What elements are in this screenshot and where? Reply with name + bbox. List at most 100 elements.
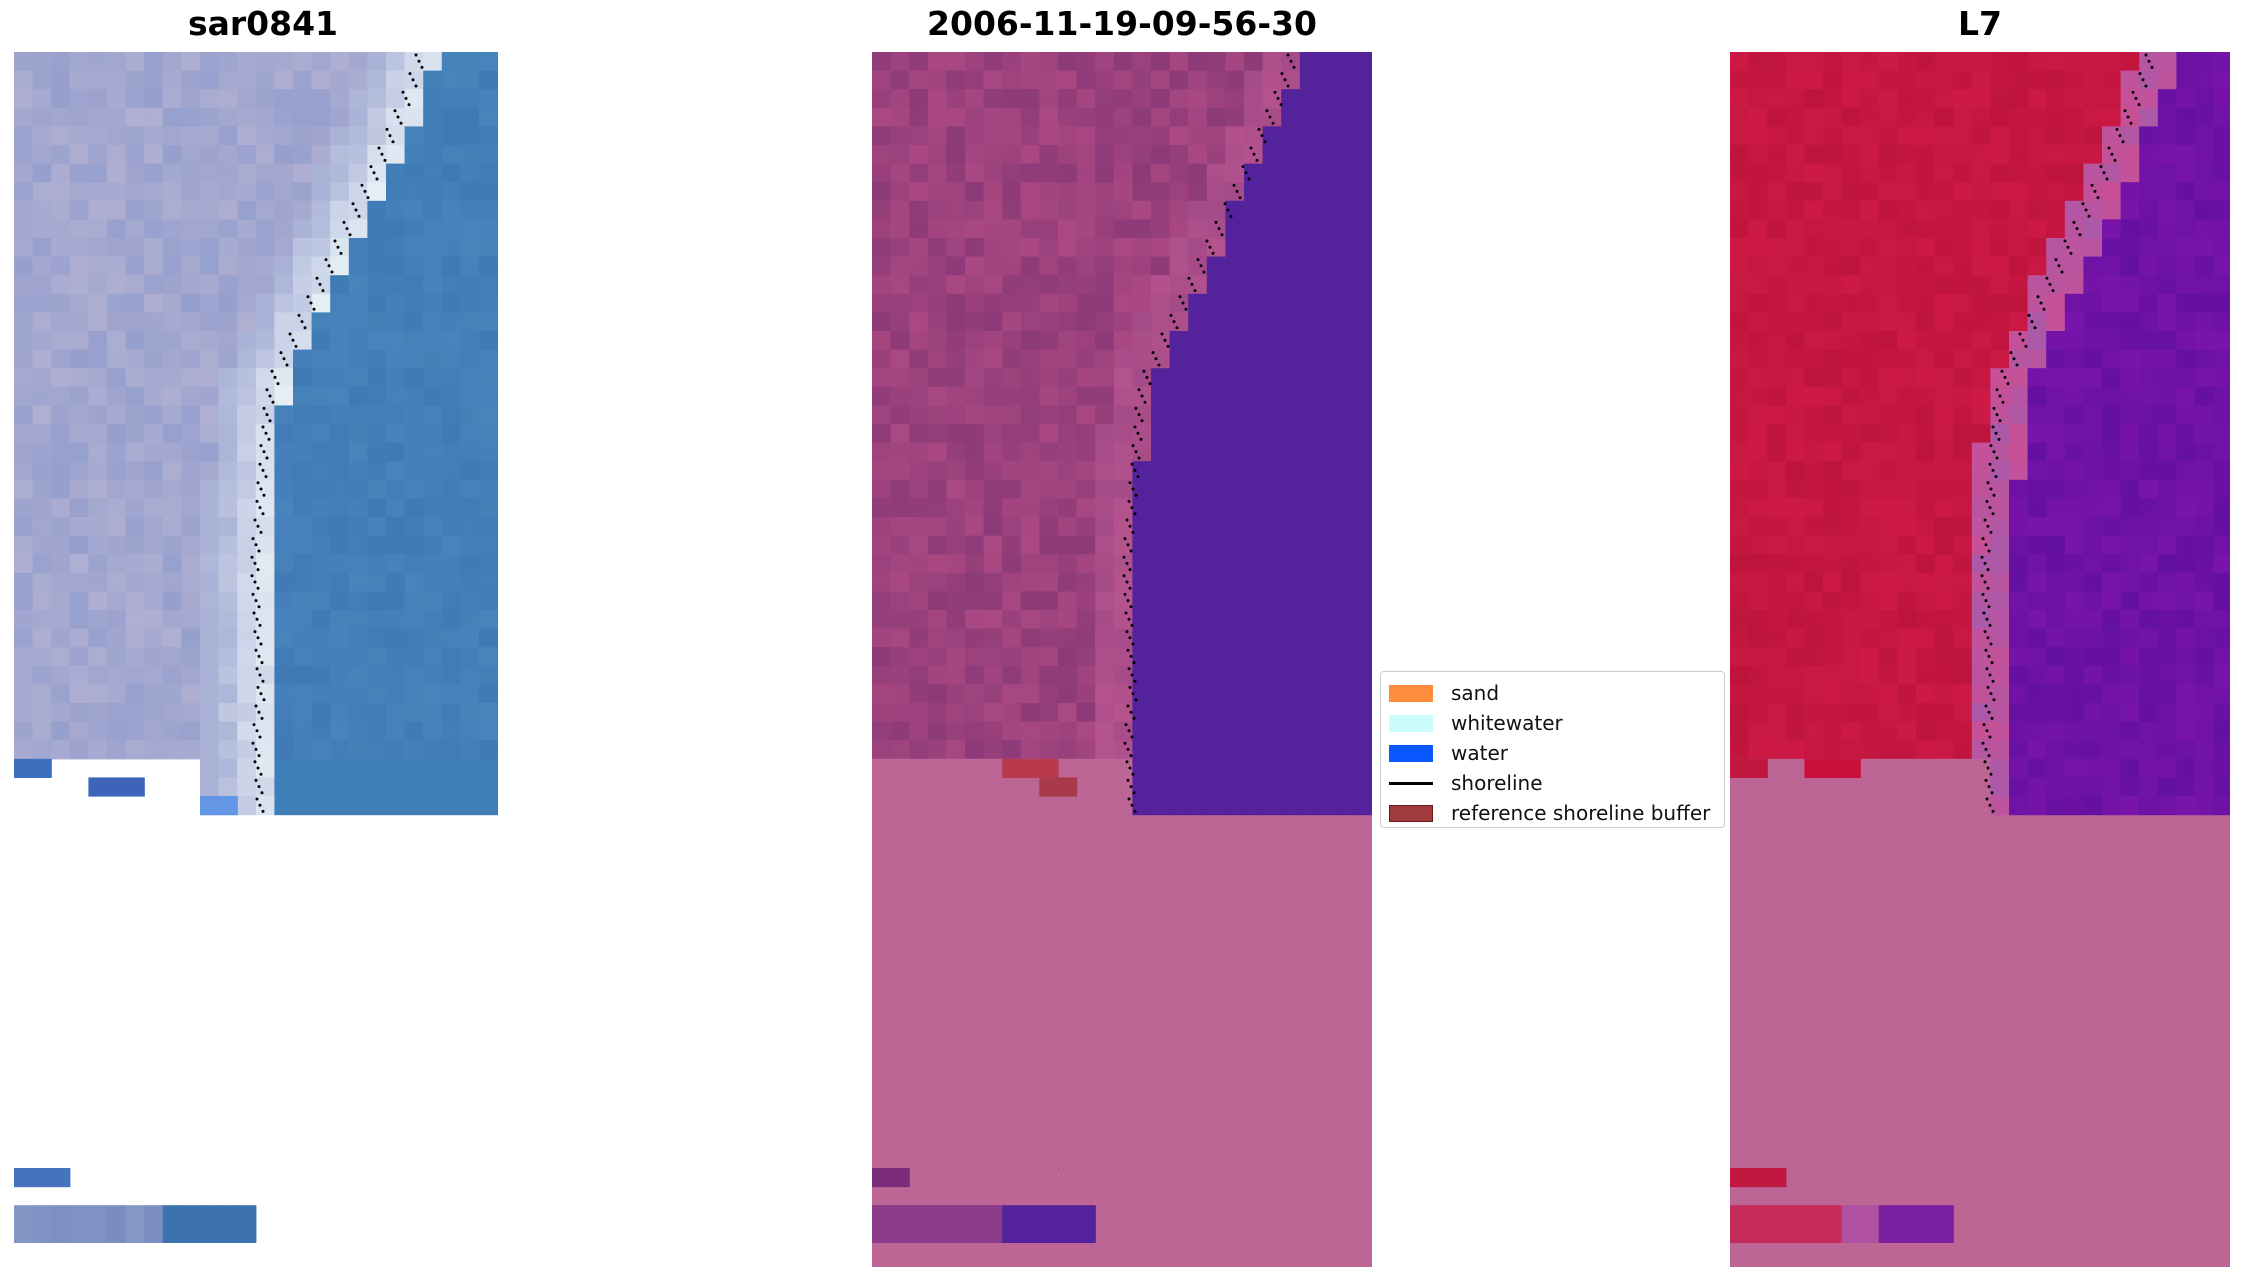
shoreline-point [250, 555, 254, 559]
shoreline-point [1982, 723, 1986, 727]
shoreline-point [1988, 623, 1992, 627]
shoreline-point [2129, 121, 2133, 125]
shoreline-point [2147, 59, 2151, 63]
shoreline-point [2054, 258, 2058, 262]
shoreline-point [333, 239, 337, 243]
shoreline-point [408, 72, 412, 76]
shoreline-point [265, 388, 269, 392]
shoreline-point [257, 710, 261, 714]
shoreline-point [2021, 338, 2025, 342]
shoreline-point [417, 59, 421, 63]
shoreline-point [1273, 90, 1277, 94]
shoreline-point [2048, 282, 2052, 286]
shoreline-point [251, 592, 255, 596]
shoreline-point [2118, 134, 2122, 138]
shoreline-point [1130, 735, 1134, 739]
shoreline-point [1122, 555, 1126, 559]
panel-title-rgb: sar0841 [187, 4, 339, 43]
shoreline-point [1130, 803, 1134, 807]
shoreline-point [256, 685, 260, 689]
shoreline-point [1126, 543, 1130, 547]
shoreline-point [1129, 605, 1133, 609]
shoreline-point [1289, 59, 1293, 63]
shoreline-point [2110, 152, 2114, 156]
shoreline-point [273, 375, 277, 379]
shoreline-point [259, 692, 263, 696]
shoreline-point [262, 450, 266, 454]
shoreline-point [1184, 307, 1188, 311]
legend-item-sand: sand [1389, 678, 1716, 708]
shoreline-point [2060, 270, 2064, 274]
shoreline-point [2141, 78, 2145, 82]
shoreline-point [265, 413, 269, 417]
shoreline-point [1131, 692, 1135, 696]
shoreline-point [256, 636, 260, 640]
shoreline-point [268, 394, 272, 398]
shoreline-point [2033, 326, 2037, 330]
rgb-image-panel [14, 52, 498, 1264]
legend-item-water: water [1389, 738, 1716, 768]
shoreline-point [1989, 692, 1993, 696]
panel-title-classified: 2006-11-19-09-56-30 [927, 4, 1317, 43]
shoreline-point [324, 258, 328, 262]
shoreline-point [1133, 425, 1137, 429]
shoreline-point [257, 754, 261, 758]
shoreline-point [1989, 530, 1993, 534]
shoreline-point [1126, 778, 1130, 782]
shoreline-point [1981, 741, 1985, 745]
shoreline-point [262, 406, 266, 410]
shoreline-point [1279, 103, 1283, 107]
shoreline-point [254, 747, 258, 751]
shoreline-point [2051, 289, 2055, 293]
shoreline-point [1997, 437, 2001, 441]
shoreline-point [261, 468, 265, 472]
shoreline-point [1128, 685, 1132, 689]
shoreline-point [1985, 617, 1989, 621]
shoreline-point [300, 320, 304, 324]
shoreline-point [2045, 276, 2049, 280]
shoreline-point [1128, 568, 1132, 572]
shoreline-point [1124, 611, 1128, 615]
shoreline-point [252, 723, 256, 727]
shoreline-point [2123, 109, 2127, 113]
shoreline-point [1142, 369, 1146, 373]
shoreline-point [2115, 127, 2119, 131]
shoreline-point [1148, 382, 1152, 386]
shoreline-point [414, 84, 418, 88]
shoreline-point [1126, 648, 1130, 652]
shoreline-point [1125, 518, 1129, 522]
shoreline-point [261, 512, 265, 516]
shoreline-point [1126, 599, 1130, 603]
shoreline-point [1123, 537, 1127, 541]
shoreline-point [1123, 741, 1127, 745]
shoreline-point [1226, 208, 1230, 212]
shoreline-point [1126, 704, 1130, 708]
shoreline-point [1131, 487, 1135, 491]
shoreline-point [1154, 357, 1158, 361]
legend-swatch-whitewater [1389, 714, 1433, 732]
shoreline-point [2024, 344, 2028, 348]
shoreline-point [1133, 679, 1137, 683]
index-image [1730, 52, 2230, 1267]
shoreline-point [1994, 475, 1998, 479]
shoreline-point [1989, 642, 1993, 646]
shoreline-point [1987, 754, 1991, 758]
shoreline-point [258, 735, 262, 739]
shoreline-point [2072, 220, 2076, 224]
shoreline-point [1143, 400, 1147, 404]
shoreline-point [1131, 772, 1135, 776]
shoreline-point [404, 96, 408, 100]
shoreline-point [1229, 214, 1233, 218]
shoreline-point [1252, 152, 1256, 156]
shoreline-point [1980, 574, 1984, 578]
shoreline-point [257, 785, 261, 789]
shoreline-point [256, 766, 260, 770]
shoreline-point [383, 158, 387, 162]
shoreline-point [2036, 295, 2040, 299]
shoreline-point [1151, 351, 1155, 355]
shoreline-point [1133, 468, 1137, 472]
shoreline-point [1990, 661, 1994, 665]
shoreline-point [1235, 189, 1239, 193]
shoreline-point [1991, 679, 1995, 683]
shoreline-point [375, 177, 379, 181]
